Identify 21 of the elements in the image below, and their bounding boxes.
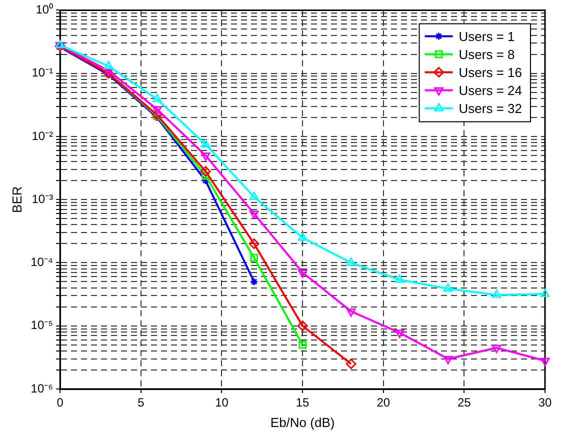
y-tick-label: 10⁻¹	[32, 66, 54, 80]
y-tick-label: 10⁻⁵	[30, 318, 54, 332]
y-tick-label: 10⁰	[36, 2, 54, 17]
y-tick-label: 10⁻⁶	[30, 381, 54, 396]
x-tick-label: 15	[296, 396, 310, 410]
y-tick-label: 10⁻⁴	[30, 255, 54, 270]
x-tick-label: 20	[376, 396, 390, 410]
legend-label: Users = 16	[458, 64, 522, 80]
y-tick-label: 10⁻²	[32, 128, 54, 143]
legend-label: Users = 1	[458, 28, 515, 44]
x-tick-label: 5	[138, 396, 145, 410]
y-tick-label: 10⁻³	[32, 192, 54, 206]
legend-label: Users = 32	[458, 100, 522, 116]
y-axis-title: BER	[9, 186, 24, 213]
x-tick-label: 10	[215, 396, 229, 410]
x-tick-label: 30	[538, 396, 552, 410]
x-tick-label: 0	[56, 396, 64, 410]
legend-label: Users = 24	[458, 82, 522, 98]
x-axis-title: Eb/No (dB)	[270, 414, 335, 430]
legend-label: Users = 8	[458, 46, 515, 62]
x-tick-label: 25	[458, 396, 472, 410]
